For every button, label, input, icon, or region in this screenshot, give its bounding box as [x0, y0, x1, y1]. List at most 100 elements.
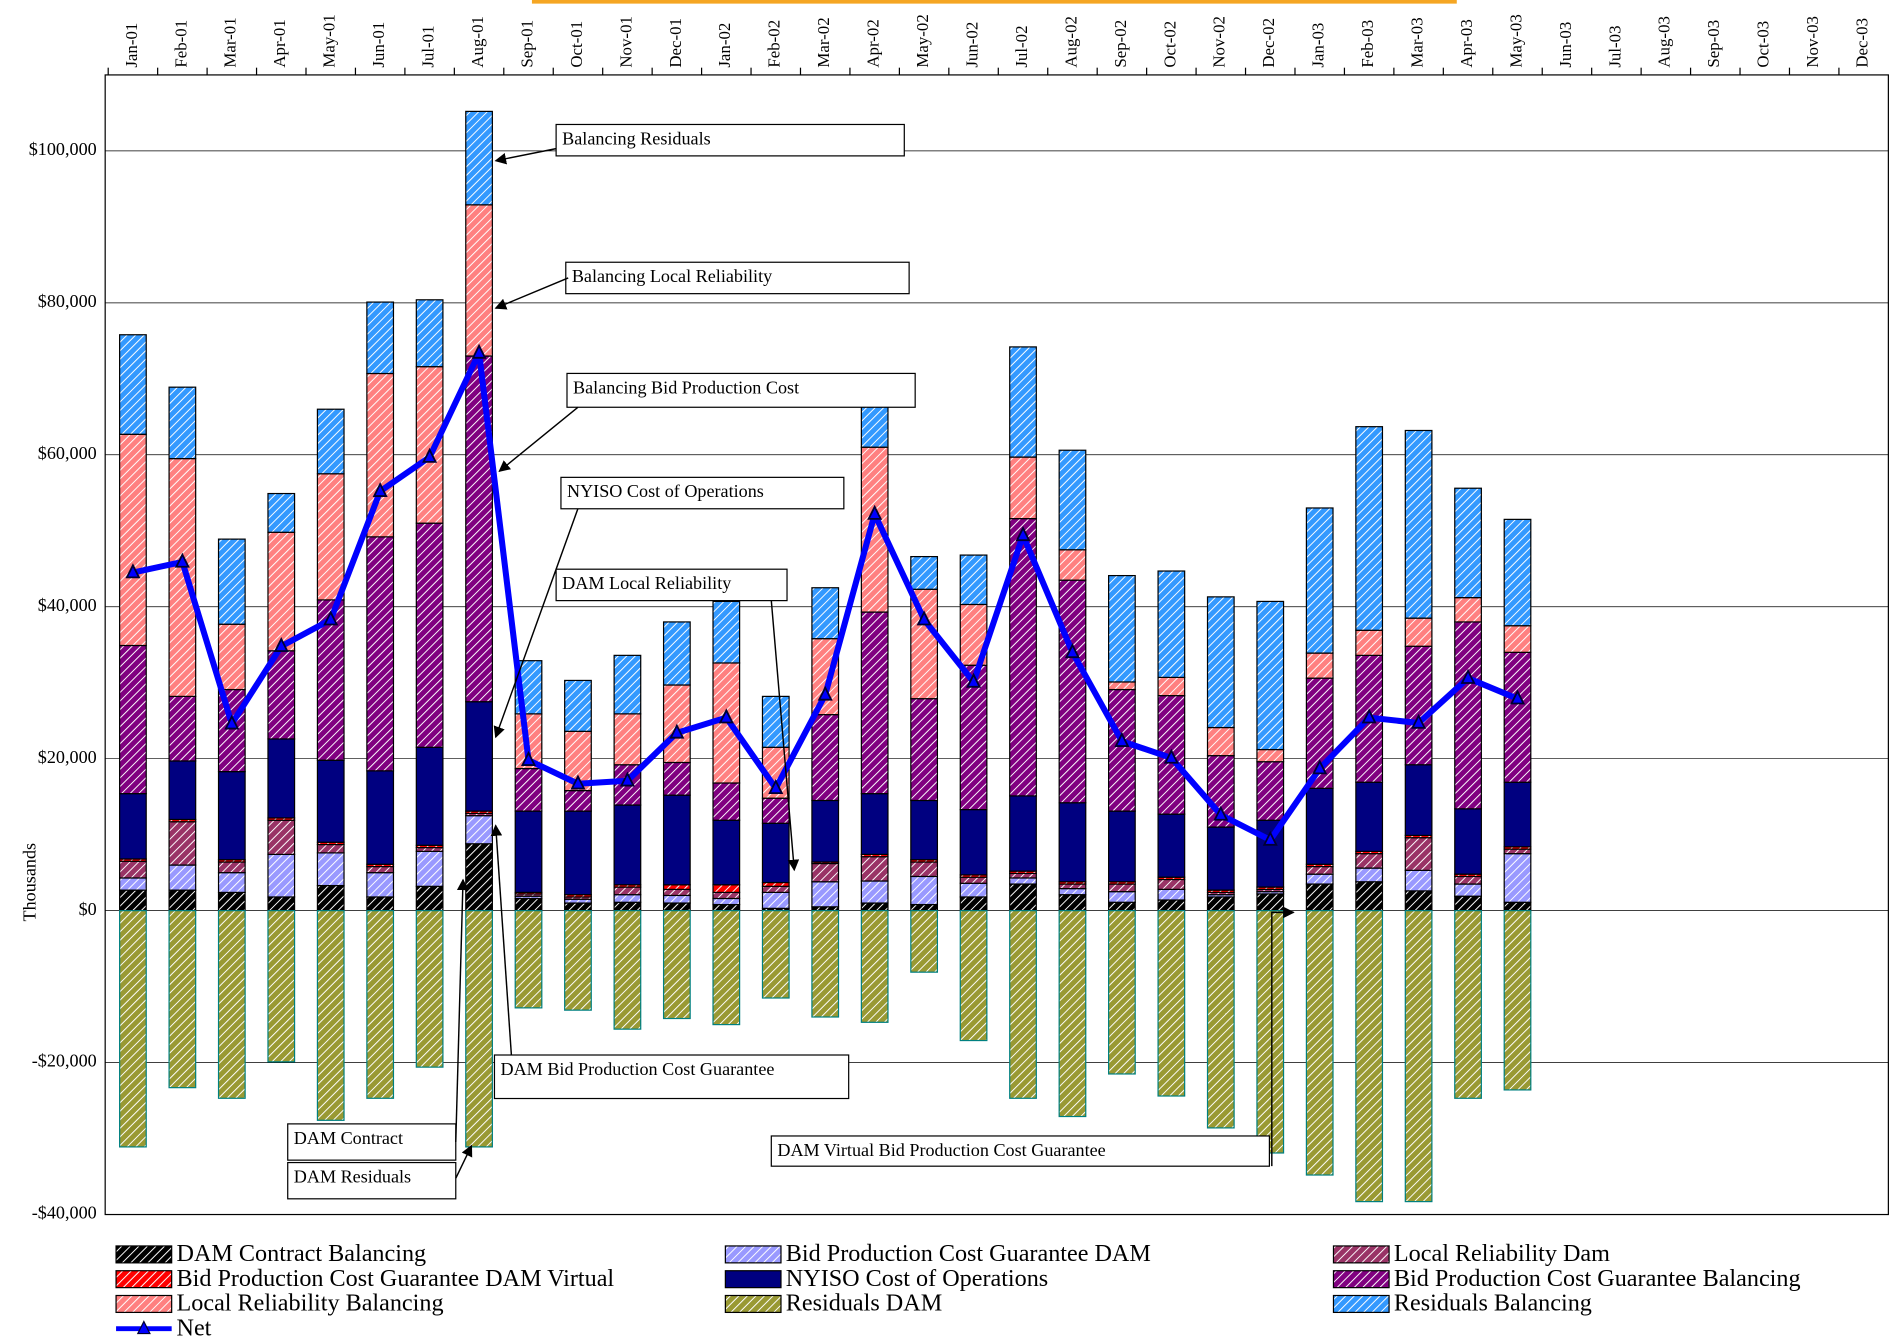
bar-segment — [1454, 621, 1482, 810]
annotation-text: DAM Contract — [294, 1128, 403, 1148]
bar-segment — [860, 793, 889, 856]
net-marker — [1361, 708, 1377, 724]
legend-swatch — [115, 1294, 173, 1314]
bar-segment — [1404, 890, 1433, 912]
bar-segment — [267, 819, 296, 856]
bar-segment — [1355, 629, 1384, 656]
annotation-box — [555, 568, 788, 602]
bar-segment — [662, 910, 691, 1020]
bar-segment — [761, 891, 790, 909]
bar-segment — [1108, 910, 1136, 1075]
bar-segment — [662, 902, 691, 912]
bar-segment — [662, 884, 691, 890]
y-tick-label: $100,000 — [29, 139, 97, 159]
bar-segment — [761, 695, 790, 748]
bar-segment — [712, 891, 741, 900]
net-marker — [1114, 731, 1130, 747]
bar-segment — [316, 884, 345, 912]
legend-label: NYISO Cost of Operations — [786, 1265, 1048, 1292]
legend-label: Residuals Balancing — [1394, 1290, 1592, 1317]
bar-segment — [415, 522, 444, 748]
x-tick-label: Jul-03 — [1605, 25, 1624, 67]
bar-segment — [1058, 579, 1087, 804]
bar-segment — [1157, 813, 1186, 878]
bar-segment — [1206, 896, 1235, 912]
x-tick-label: Apr-02 — [864, 19, 883, 67]
x-tick-label: Feb-02 — [765, 20, 784, 68]
bar-segment — [267, 910, 296, 1063]
bar-segment — [366, 910, 395, 1099]
bar-segment — [217, 891, 246, 912]
bar-segment — [366, 770, 395, 865]
bar-segment — [1206, 596, 1235, 729]
y-tick-label: $20,000 — [38, 747, 97, 767]
bar-segment — [1454, 597, 1482, 623]
x-tick-label: Aug-02 — [1061, 16, 1080, 68]
bar-segment — [1157, 910, 1186, 1097]
annotation-text: DAM Bid Production Cost Guarantee — [501, 1059, 775, 1079]
net-marker — [1312, 759, 1328, 775]
x-tick-label: Nov-02 — [1210, 16, 1229, 68]
plot-area — [104, 74, 1889, 1216]
bar-segment — [465, 843, 493, 912]
net-marker — [669, 723, 685, 739]
y-tick-label: -$40,000 — [32, 1203, 97, 1223]
annotation-text: Balancing Residuals — [562, 128, 711, 148]
bar-segment — [761, 822, 790, 884]
bar-segment — [1108, 681, 1136, 691]
bar-segment — [514, 910, 543, 1009]
x-tick-label: Jul-02 — [1012, 25, 1031, 67]
bar-segment — [1206, 755, 1235, 828]
bar-segment — [1355, 853, 1384, 869]
bar-segment — [316, 843, 345, 854]
bar-segment — [168, 889, 197, 912]
bar-segment — [1108, 574, 1136, 683]
bar-segment — [1157, 899, 1186, 912]
net-marker — [966, 672, 982, 688]
bar-segment — [119, 433, 147, 647]
bar-segment — [514, 810, 543, 894]
bar-segment — [366, 865, 395, 874]
bar-segment — [1058, 887, 1087, 896]
bar-segment — [910, 903, 939, 912]
net-marker — [570, 774, 586, 790]
bar-segment — [761, 797, 790, 824]
legend-label: DAM Contract Balancing — [177, 1240, 427, 1267]
net-marker — [372, 481, 388, 497]
x-tick-label: Oct-03 — [1754, 21, 1773, 68]
bar-segment — [564, 789, 592, 812]
annotation-text: Balancing Local Reliability — [572, 266, 772, 286]
bar-segment — [959, 554, 988, 606]
legend-swatch — [724, 1270, 782, 1289]
y-tick-label: $80,000 — [38, 291, 97, 311]
bar-segment — [1058, 910, 1087, 1118]
legend-label: Net — [177, 1314, 212, 1339]
bar-segment — [761, 910, 790, 999]
x-tick-label: Dec-03 — [1853, 18, 1872, 68]
net-marker — [323, 610, 339, 626]
bar-segment — [1108, 688, 1136, 812]
x-tick-label: Aug-03 — [1655, 16, 1674, 68]
bar-segment — [1108, 891, 1136, 903]
bar-segment — [1503, 625, 1532, 653]
bar-segment — [1305, 507, 1334, 654]
top-strip — [531, 0, 1457, 4]
x-tick-label: Jul-01 — [419, 25, 438, 67]
net-marker — [817, 685, 833, 701]
bar-segment — [1206, 910, 1235, 1129]
bar-segment — [465, 701, 493, 812]
x-tick-label: Jun-03 — [1556, 22, 1575, 68]
bar-segment — [1404, 869, 1433, 892]
bar-segment — [959, 882, 988, 898]
legend-label: Bid Production Cost Guarantee DAM — [786, 1240, 1151, 1267]
bar-segment — [613, 654, 642, 715]
bar-segment — [613, 901, 642, 912]
bar-segment — [860, 856, 889, 882]
bar-segment — [860, 902, 889, 912]
bar-segment — [1256, 893, 1285, 912]
bar-segment — [1058, 894, 1087, 912]
net-marker — [174, 552, 190, 568]
legend-swatch — [115, 1245, 173, 1264]
x-tick-label: Jan-01 — [122, 23, 141, 68]
y-tick-label: $0 — [79, 899, 97, 919]
